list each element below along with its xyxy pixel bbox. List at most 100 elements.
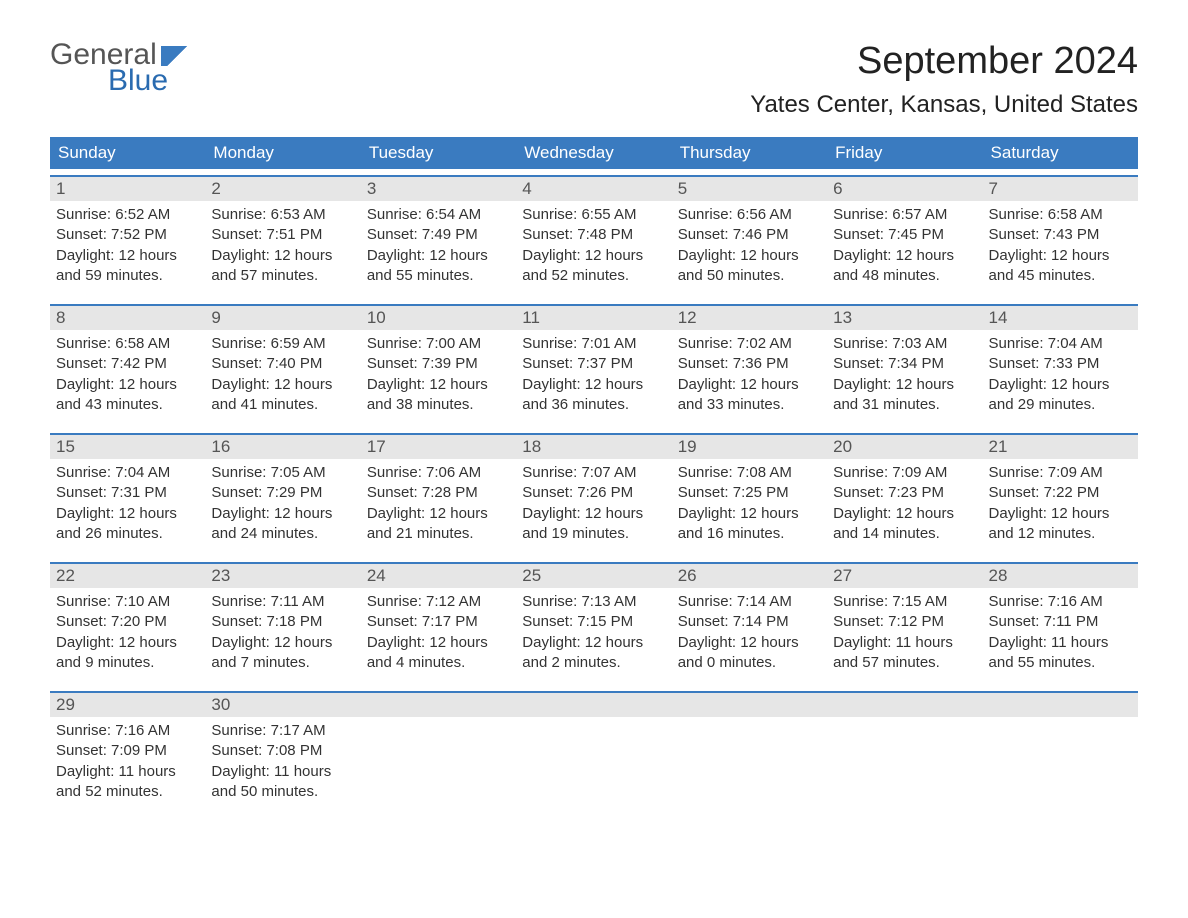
date-number: 6 <box>827 177 982 201</box>
day-cell: 19Sunrise: 7:08 AMSunset: 7:25 PMDayligh… <box>672 435 827 556</box>
day-info-line: Sunset: 7:11 PM <box>989 612 1132 632</box>
day-cell <box>672 693 827 814</box>
day-info-line: Sunset: 7:20 PM <box>56 612 199 632</box>
day-info-line: Daylight: 12 hours <box>678 246 821 266</box>
day-info-line: and 0 minutes. <box>678 653 821 673</box>
day-info-line: and 59 minutes. <box>56 266 199 286</box>
day-info: Sunrise: 7:06 AMSunset: 7:28 PMDaylight:… <box>361 459 516 544</box>
date-number: 24 <box>361 564 516 588</box>
date-number: 7 <box>983 177 1138 201</box>
day-cell: 6Sunrise: 6:57 AMSunset: 7:45 PMDaylight… <box>827 177 982 298</box>
day-info-line: and 43 minutes. <box>56 395 199 415</box>
date-number: 17 <box>361 435 516 459</box>
day-info-line: Sunrise: 7:15 AM <box>833 592 976 612</box>
day-info-line: Sunrise: 7:08 AM <box>678 463 821 483</box>
day-cell: 26Sunrise: 7:14 AMSunset: 7:14 PMDayligh… <box>672 564 827 685</box>
day-info-line: Sunrise: 6:58 AM <box>989 205 1132 225</box>
week-row: 29Sunrise: 7:16 AMSunset: 7:09 PMDayligh… <box>50 691 1138 814</box>
day-info-line: Sunrise: 7:07 AM <box>522 463 665 483</box>
day-info: Sunrise: 7:10 AMSunset: 7:20 PMDaylight:… <box>50 588 205 673</box>
date-number: 16 <box>205 435 360 459</box>
day-info-line: and 16 minutes. <box>678 524 821 544</box>
day-info-line: Sunset: 7:52 PM <box>56 225 199 245</box>
day-info-line: Sunset: 7:43 PM <box>989 225 1132 245</box>
day-info-line: Sunset: 7:15 PM <box>522 612 665 632</box>
day-info-line: Daylight: 12 hours <box>989 246 1132 266</box>
date-number: 22 <box>50 564 205 588</box>
day-info-line: Sunrise: 7:02 AM <box>678 334 821 354</box>
day-cell: 27Sunrise: 7:15 AMSunset: 7:12 PMDayligh… <box>827 564 982 685</box>
day-info-line: Sunrise: 7:09 AM <box>989 463 1132 483</box>
day-info-line: Sunset: 7:45 PM <box>833 225 976 245</box>
day-header: Sunday <box>50 137 205 169</box>
date-number: 1 <box>50 177 205 201</box>
day-header: Thursday <box>672 137 827 169</box>
day-info-line: and 33 minutes. <box>678 395 821 415</box>
day-info: Sunrise: 6:55 AMSunset: 7:48 PMDaylight:… <box>516 201 671 286</box>
date-number: 13 <box>827 306 982 330</box>
day-info: Sunrise: 6:56 AMSunset: 7:46 PMDaylight:… <box>672 201 827 286</box>
date-number: 8 <box>50 306 205 330</box>
day-info: Sunrise: 6:58 AMSunset: 7:43 PMDaylight:… <box>983 201 1138 286</box>
date-number <box>672 693 827 717</box>
day-info-line: Sunrise: 7:00 AM <box>367 334 510 354</box>
day-info-line: Daylight: 12 hours <box>678 633 821 653</box>
day-info: Sunrise: 6:53 AMSunset: 7:51 PMDaylight:… <box>205 201 360 286</box>
date-number: 29 <box>50 693 205 717</box>
day-info: Sunrise: 7:04 AMSunset: 7:31 PMDaylight:… <box>50 459 205 544</box>
day-info: Sunrise: 6:59 AMSunset: 7:40 PMDaylight:… <box>205 330 360 415</box>
day-info: Sunrise: 7:07 AMSunset: 7:26 PMDaylight:… <box>516 459 671 544</box>
day-header: Wednesday <box>516 137 671 169</box>
day-info: Sunrise: 7:09 AMSunset: 7:23 PMDaylight:… <box>827 459 982 544</box>
day-info-line: Sunrise: 6:59 AM <box>211 334 354 354</box>
day-cell: 9Sunrise: 6:59 AMSunset: 7:40 PMDaylight… <box>205 306 360 427</box>
day-info-line: and 24 minutes. <box>211 524 354 544</box>
date-number: 18 <box>516 435 671 459</box>
day-info-line: Daylight: 12 hours <box>56 504 199 524</box>
day-info-line: and 52 minutes. <box>56 782 199 802</box>
day-info-line: Daylight: 12 hours <box>833 246 976 266</box>
day-info-line: Sunrise: 7:01 AM <box>522 334 665 354</box>
date-number: 4 <box>516 177 671 201</box>
day-cell: 29Sunrise: 7:16 AMSunset: 7:09 PMDayligh… <box>50 693 205 814</box>
day-cell <box>827 693 982 814</box>
day-cell: 4Sunrise: 6:55 AMSunset: 7:48 PMDaylight… <box>516 177 671 298</box>
date-number: 27 <box>827 564 982 588</box>
day-cell: 8Sunrise: 6:58 AMSunset: 7:42 PMDaylight… <box>50 306 205 427</box>
date-number: 5 <box>672 177 827 201</box>
page-title: September 2024 <box>750 40 1138 83</box>
day-info-line: Daylight: 12 hours <box>522 633 665 653</box>
day-info-line: and 9 minutes. <box>56 653 199 673</box>
day-info-line: Sunrise: 7:11 AM <box>211 592 354 612</box>
day-info-line: Daylight: 12 hours <box>56 375 199 395</box>
day-info-line: Sunrise: 7:10 AM <box>56 592 199 612</box>
day-info-line: Sunrise: 6:55 AM <box>522 205 665 225</box>
title-block: September 2024 Yates Center, Kansas, Uni… <box>750 40 1138 119</box>
day-info-line: and 48 minutes. <box>833 266 976 286</box>
date-number: 14 <box>983 306 1138 330</box>
day-cell: 5Sunrise: 6:56 AMSunset: 7:46 PMDaylight… <box>672 177 827 298</box>
day-header: Tuesday <box>361 137 516 169</box>
day-info-line: Sunset: 7:48 PM <box>522 225 665 245</box>
day-info-line: Sunrise: 6:58 AM <box>56 334 199 354</box>
day-info-line: Sunset: 7:26 PM <box>522 483 665 503</box>
day-info-line: and 45 minutes. <box>989 266 1132 286</box>
day-info-line: Daylight: 12 hours <box>211 504 354 524</box>
day-info-line: Sunrise: 7:16 AM <box>56 721 199 741</box>
date-number: 30 <box>205 693 360 717</box>
day-info-line: and 50 minutes. <box>211 782 354 802</box>
day-info-line: Sunrise: 7:05 AM <box>211 463 354 483</box>
day-info-line: Sunset: 7:37 PM <box>522 354 665 374</box>
day-info: Sunrise: 6:52 AMSunset: 7:52 PMDaylight:… <box>50 201 205 286</box>
day-info-line: Daylight: 12 hours <box>678 375 821 395</box>
date-number: 21 <box>983 435 1138 459</box>
day-info: Sunrise: 7:03 AMSunset: 7:34 PMDaylight:… <box>827 330 982 415</box>
day-info-line: Daylight: 12 hours <box>367 633 510 653</box>
day-header: Monday <box>205 137 360 169</box>
day-info-line: Daylight: 12 hours <box>211 375 354 395</box>
day-info-line: and 7 minutes. <box>211 653 354 673</box>
day-info-line: Sunrise: 7:03 AM <box>833 334 976 354</box>
date-number: 28 <box>983 564 1138 588</box>
flag-icon <box>161 46 193 66</box>
day-info-line: Daylight: 12 hours <box>989 375 1132 395</box>
